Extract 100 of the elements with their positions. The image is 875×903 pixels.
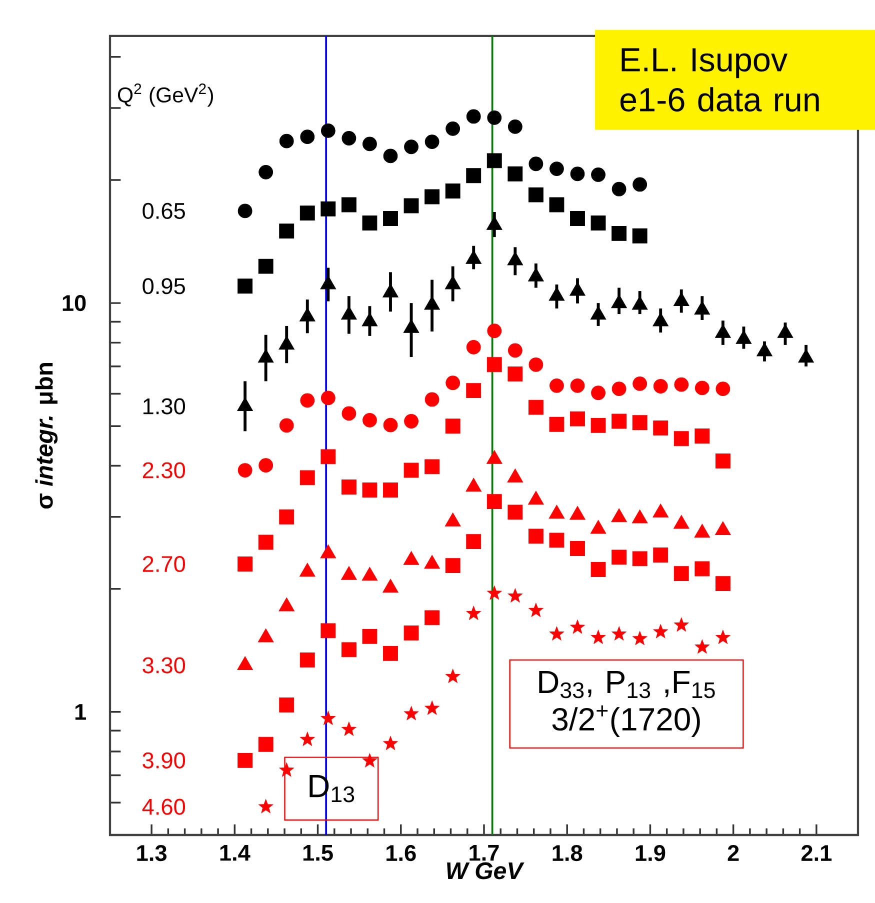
point (590, 418, 606, 433)
point (570, 166, 585, 182)
point (549, 416, 564, 432)
x-tick-label: 1.7 (470, 845, 499, 861)
point (300, 130, 315, 144)
point (320, 711, 336, 725)
point (466, 340, 481, 354)
point (300, 470, 315, 486)
point (383, 736, 398, 750)
point (694, 561, 710, 576)
point (508, 366, 523, 382)
point (362, 413, 377, 428)
point (258, 164, 274, 180)
point (612, 626, 626, 640)
point (528, 187, 544, 202)
text: 1.30 (144, 398, 186, 414)
point (404, 706, 419, 720)
point (404, 140, 418, 154)
point (404, 625, 419, 640)
x-axis-title: W GeV (447, 862, 524, 880)
point (715, 453, 730, 468)
point (591, 168, 606, 182)
point (508, 119, 522, 134)
point (612, 226, 627, 241)
point (508, 504, 523, 520)
point (487, 324, 502, 338)
point (570, 378, 585, 393)
point (466, 606, 481, 620)
point (612, 550, 627, 565)
point (550, 162, 564, 176)
x-tick-label: 1.8 (552, 845, 582, 862)
point (404, 198, 419, 214)
point (279, 418, 294, 433)
point (279, 697, 294, 712)
point (424, 610, 440, 626)
point (508, 343, 522, 358)
x-tick-label: 1.4 (220, 845, 250, 861)
point (486, 357, 502, 372)
y-tick-label: 10 (62, 295, 86, 312)
point (342, 406, 356, 421)
legend-title: Q$^{2}$ (GeV$^{2}$) (118, 84, 213, 107)
text: 4.60 (142, 798, 186, 815)
x-tick-label: 2.1 (801, 845, 832, 861)
text: 2.30 (142, 462, 186, 478)
point (362, 216, 378, 230)
point (342, 722, 356, 736)
point (362, 136, 377, 152)
point (653, 624, 668, 638)
point (716, 382, 730, 396)
point (466, 383, 482, 398)
point (549, 626, 564, 640)
point (591, 386, 606, 400)
point (424, 392, 440, 407)
point (300, 652, 315, 668)
point (694, 640, 710, 654)
point (424, 134, 440, 149)
point (320, 390, 336, 406)
point (238, 556, 253, 572)
point (549, 532, 564, 548)
point (508, 588, 522, 602)
point (570, 620, 585, 634)
point (674, 431, 689, 446)
point (258, 458, 274, 473)
point (238, 204, 252, 218)
annotation: E.L. Isupov e1-6 data run (620, 48, 819, 112)
point (300, 393, 315, 408)
point (446, 121, 460, 136)
text: 0.65 (142, 202, 185, 219)
text: 3.90 (142, 752, 186, 768)
point (320, 123, 336, 138)
point (445, 418, 460, 434)
point (632, 551, 648, 566)
point (258, 799, 274, 814)
point (383, 418, 398, 432)
text: D$_{33}$, P$_{13}$ ,F$_{15}$ 3/2$^{+}$(1720) (539, 670, 715, 737)
point (632, 631, 648, 645)
y-axis-title: σ integr. μbn (35, 362, 58, 509)
point (279, 134, 294, 148)
point (487, 110, 502, 125)
x-tick-label: 1.6 (386, 845, 416, 862)
point (549, 197, 564, 212)
point (528, 528, 544, 544)
point (424, 700, 440, 715)
point (674, 566, 689, 582)
point (486, 494, 502, 510)
point (612, 414, 627, 429)
point (715, 576, 730, 592)
point (445, 558, 460, 574)
point (404, 462, 419, 478)
point (362, 628, 378, 644)
y-tick-label: 1 (75, 704, 86, 720)
point (653, 548, 668, 562)
point (424, 459, 440, 474)
x-tick-label: 1.9 (636, 845, 666, 862)
point (528, 400, 544, 415)
point (466, 109, 481, 124)
x-tick-label: 1.5 (303, 845, 333, 861)
point (320, 201, 336, 216)
point (320, 623, 336, 638)
point (258, 736, 274, 752)
